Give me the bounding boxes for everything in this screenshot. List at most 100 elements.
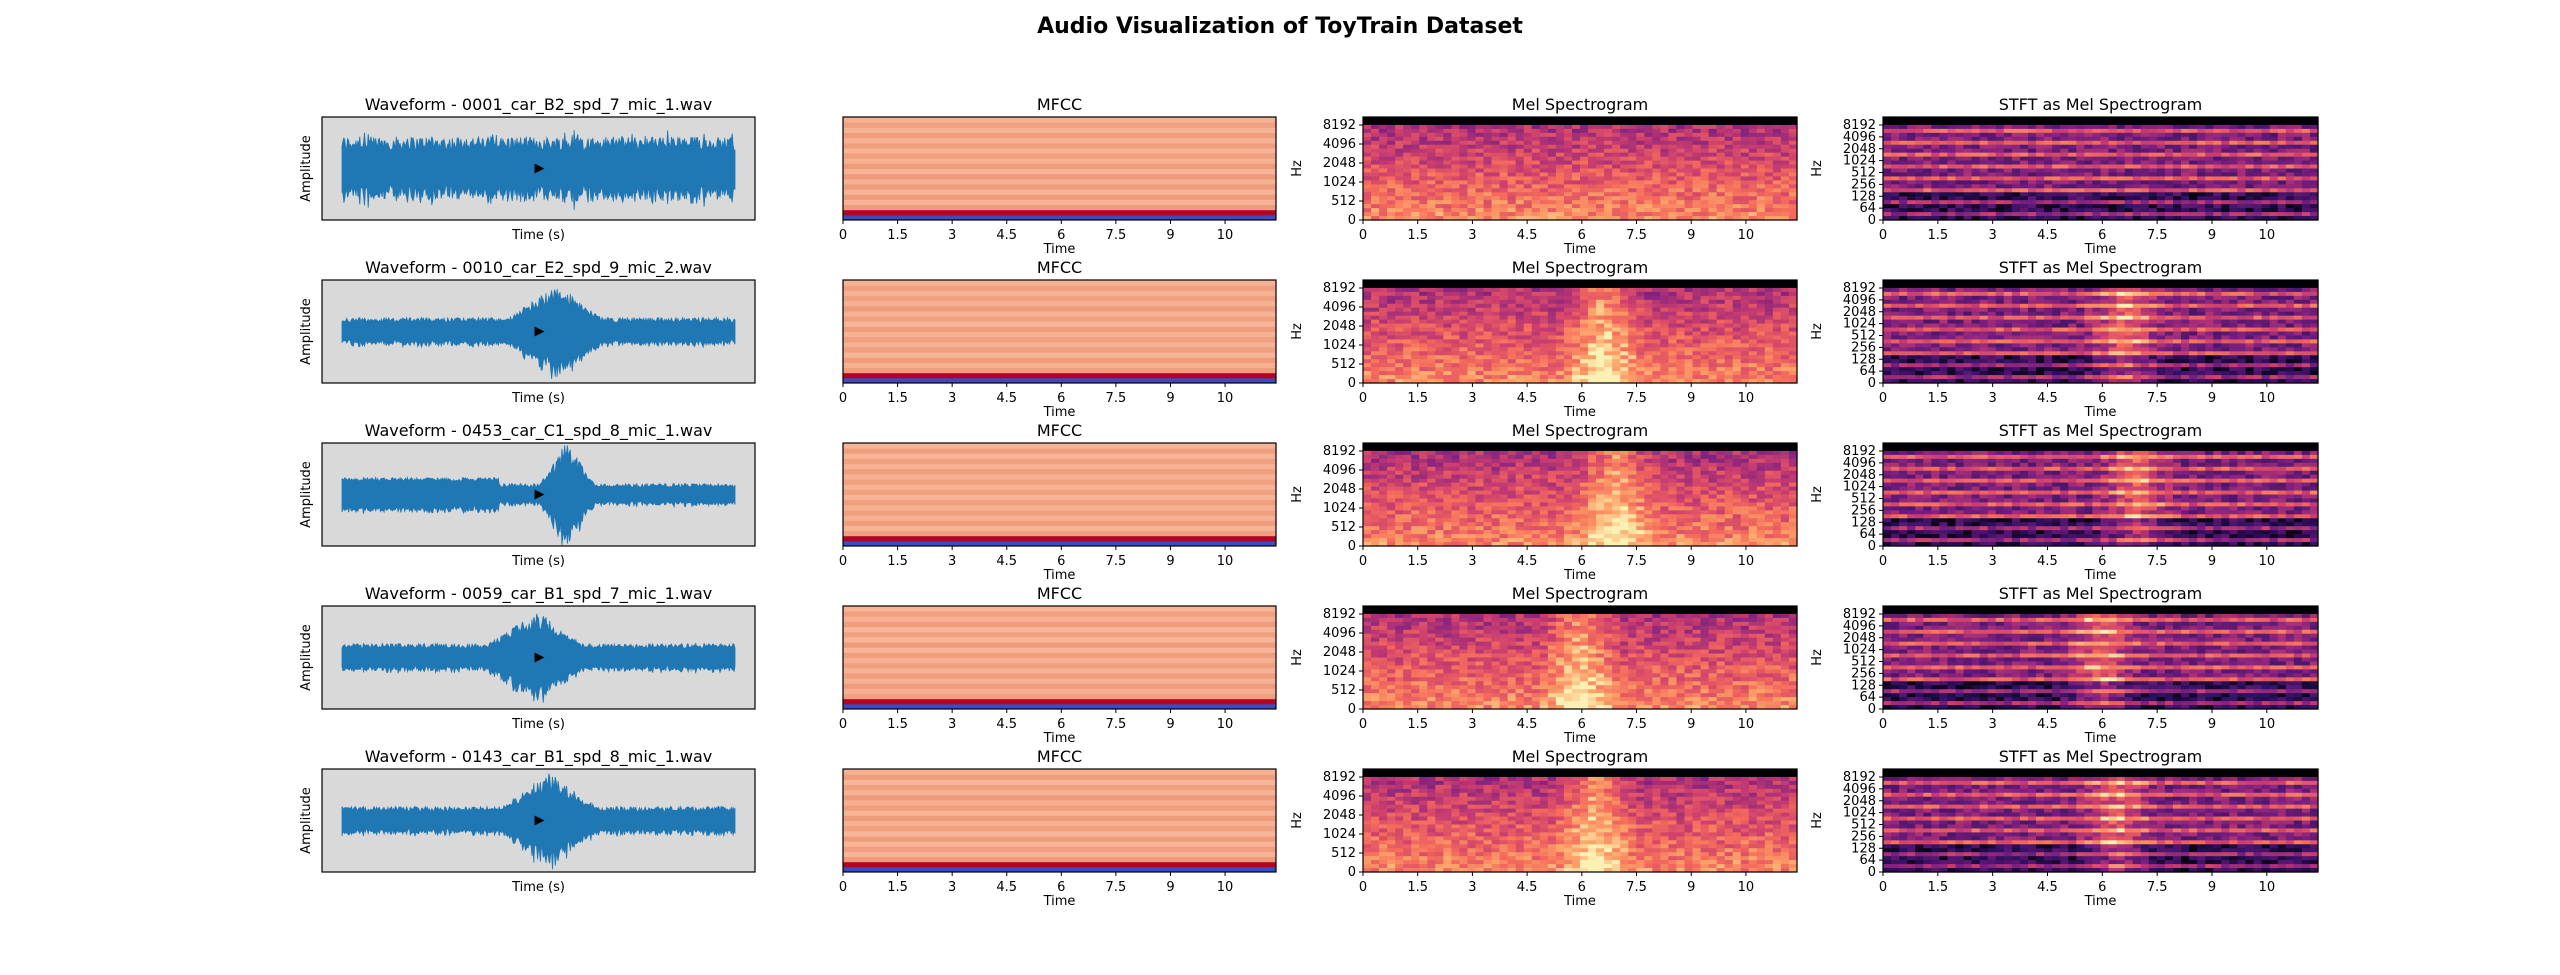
time-tick-label: 1.5	[887, 228, 908, 243]
hz-tick-label: 0	[1348, 213, 1356, 228]
mfcc-axes	[842, 116, 1277, 221]
time-tick-label: 10	[1738, 880, 1755, 895]
hz-tick-label: 2048	[1843, 305, 1876, 320]
waveform-xlabel: Time (s)	[511, 717, 565, 732]
hz-tick-label: 1024	[1843, 643, 1876, 658]
time-tick-label: 7.5	[1626, 391, 1647, 406]
hz-tick-label: 0	[1348, 539, 1356, 554]
mfcc-band	[843, 678, 1276, 684]
mfcc-title: MFCC	[1037, 421, 1082, 440]
mfcc-band	[843, 662, 1276, 669]
mfcc-band	[843, 484, 1276, 490]
time-tick-label: 6	[1578, 554, 1586, 569]
time-tick-label: 7.5	[1626, 717, 1647, 732]
time-tick-label: 1.5	[1407, 880, 1428, 895]
hz-tick-label: 64	[1859, 853, 1876, 868]
mfcc-band	[843, 810, 1276, 816]
mfcc-band	[843, 636, 1276, 643]
mfcc-band	[843, 295, 1276, 302]
time-tick-label: 0	[839, 391, 847, 406]
time-tick-label: 0	[1879, 717, 1887, 732]
time-tick-label: 6	[1057, 880, 1065, 895]
time-tick-label: 1.5	[1407, 717, 1428, 732]
mfcc-axes	[842, 442, 1277, 547]
time-tick-label: 9	[1166, 391, 1174, 406]
time-tick-label: 10	[2259, 554, 2276, 569]
mfcc-band	[843, 214, 1276, 221]
subplot-row: Waveform - 0010_car_E2_spd_9_mic_2.wav Ti…	[299, 258, 2319, 420]
hz-tick-label: 0	[1868, 702, 1876, 717]
mfcc-plot: MFCC	[842, 747, 1277, 873]
mfcc-band	[843, 153, 1276, 159]
hz-tick-label: 128	[1851, 678, 1876, 693]
mfcc-band	[843, 799, 1276, 806]
time-tick-label: 10	[2259, 391, 2276, 406]
hz-tick-label: 0	[1348, 376, 1356, 391]
time-tick-label: 6	[1578, 880, 1586, 895]
mfcc-band	[843, 693, 1276, 700]
time-tick-label: 7.5	[1626, 228, 1647, 243]
mfcc-band	[843, 652, 1276, 658]
mfcc-band	[843, 489, 1276, 495]
time-tick-label: 0	[1879, 880, 1887, 895]
hz-tick-label: 1024	[1323, 664, 1356, 679]
hz-tick-label: 4096	[1843, 782, 1876, 797]
time-tick-label: 7.5	[1626, 554, 1647, 569]
mfcc-band	[843, 326, 1276, 332]
play-icon	[534, 815, 545, 826]
spectrogram-ylabel: Hz	[1290, 160, 1305, 177]
time-xlabel: Time	[1563, 894, 1596, 909]
spectrogram-axes	[1362, 116, 1798, 221]
mfcc-band	[843, 509, 1276, 516]
time-tick-label: 3	[1989, 717, 1997, 732]
time-tick-label: 9	[2208, 391, 2216, 406]
hz-tick-label: 64	[1859, 527, 1876, 542]
mfcc-band	[843, 117, 1276, 123]
time-tick-label: 4.5	[1517, 554, 1538, 569]
stft-spectrogram-plot: STFT as Mel Spectrogram 06412825651210242…	[1810, 95, 2319, 228]
spectrogram-title: STFT as Mel Spectrogram	[1999, 747, 2202, 766]
time-tick-label: 4.5	[2037, 228, 2058, 243]
time-tick-label: 0	[839, 880, 847, 895]
hz-tick-label: 512	[1851, 329, 1876, 344]
time-tick-label: 1.5	[1407, 391, 1428, 406]
time-tick-label: 3	[1468, 554, 1476, 569]
time-tick-label: 3	[1989, 880, 1997, 895]
mfcc-band	[843, 616, 1276, 622]
mfcc-plot: MFCC	[842, 258, 1277, 384]
waveform-ylabel: Amplitude	[299, 298, 314, 365]
time-tick-label: 1.5	[1927, 554, 1948, 569]
mfcc-band	[843, 367, 1276, 374]
time-tick-label: 7.5	[2147, 228, 2168, 243]
mfcc-band	[843, 846, 1276, 852]
mfcc-band	[843, 642, 1276, 648]
time-tick-label: 0	[839, 228, 847, 243]
hz-tick-label: 2048	[1843, 631, 1876, 646]
mfcc-band	[843, 520, 1276, 526]
spectrogram-ylabel: Hz	[1810, 486, 1825, 503]
spectrogram-axes	[1882, 442, 2319, 547]
time-tick-label: 3	[1468, 228, 1476, 243]
time-axis: 0 1.5 3 4.5 6 7.5 9 10 Time	[839, 872, 1233, 909]
mfcc-band	[843, 647, 1276, 653]
mfcc-band	[843, 835, 1276, 842]
hz-tick-label: 64	[1859, 364, 1876, 379]
time-tick-label: 10	[1217, 391, 1234, 406]
time-tick-label: 3	[1989, 391, 1997, 406]
hz-tick-label: 4096	[1323, 137, 1356, 152]
mfcc-band	[843, 535, 1276, 542]
hz-tick-label: 512	[1851, 166, 1876, 181]
hz-tick-label: 8192	[1323, 607, 1356, 622]
hz-tick-label: 1024	[1843, 317, 1876, 332]
time-xlabel: Time	[1563, 731, 1596, 746]
mfcc-band	[843, 158, 1276, 164]
mfcc-band	[843, 611, 1276, 617]
time-tick-label: 9	[2208, 717, 2216, 732]
mfcc-band	[843, 189, 1276, 195]
mfcc-band	[843, 209, 1276, 216]
mfcc-band	[843, 346, 1276, 353]
time-xlabel: Time	[2084, 894, 2117, 909]
mfcc-band	[843, 183, 1276, 190]
mfcc-title: MFCC	[1037, 95, 1082, 114]
mel-spectrogram-plot: Mel Spectrogram 0 512 1024 2048 4096 8192 Hz	[1290, 258, 1798, 391]
